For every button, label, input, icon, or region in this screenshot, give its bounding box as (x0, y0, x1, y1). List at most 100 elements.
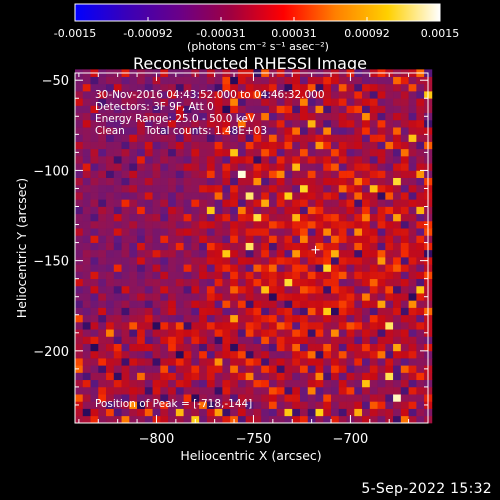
heatmap-cell (292, 415, 301, 424)
heatmap-cell (416, 235, 425, 243)
heatmap-cell (307, 343, 316, 352)
heatmap-cell (75, 170, 84, 178)
heatmap-cell (331, 206, 340, 215)
heatmap-cell (191, 358, 200, 366)
heatmap-cell (183, 119, 192, 128)
heatmap-cell (106, 83, 115, 92)
heatmap-cell (129, 394, 138, 402)
heatmap-cell (175, 170, 184, 178)
heatmap-cell (307, 220, 316, 229)
heatmap-cell (144, 242, 153, 251)
heatmap-cell (129, 350, 138, 359)
heatmap-cell (168, 213, 177, 222)
heatmap-cell (98, 365, 107, 373)
heatmap-cell (323, 119, 332, 128)
heatmap-cell (385, 336, 394, 344)
heatmap-cell (362, 386, 371, 395)
heatmap-cell (183, 293, 192, 301)
heatmap-cell (307, 365, 316, 373)
heatmap-cell (98, 163, 107, 171)
heatmap-cell (245, 98, 254, 106)
heatmap-cell (377, 155, 386, 164)
heatmap-cell (338, 83, 347, 92)
heatmap-cell (152, 293, 161, 301)
heatmap-cell (121, 278, 130, 287)
heatmap-cell (191, 228, 200, 236)
heatmap-cell (144, 249, 153, 258)
heatmap-cell (98, 112, 107, 121)
heatmap-cell (191, 163, 200, 171)
heatmap-cell (113, 249, 122, 258)
heatmap-cell (206, 314, 215, 323)
heatmap-cell (199, 386, 208, 395)
heatmap-cell (121, 213, 130, 222)
heatmap-cell (408, 350, 417, 359)
heatmap-cell (237, 228, 247, 236)
heatmap-cell (82, 300, 91, 308)
heatmap-cell (331, 155, 340, 164)
heatmap-cell (214, 307, 223, 316)
heatmap-cell (222, 76, 231, 85)
heatmap-cell (245, 148, 254, 157)
heatmap-cell (152, 228, 161, 236)
heatmap-cell (121, 199, 130, 207)
heatmap-cell (408, 184, 417, 193)
heatmap-cell (222, 293, 231, 301)
heatmap-cell (75, 336, 84, 344)
heatmap-cell (144, 386, 153, 395)
heatmap-cell (129, 192, 138, 200)
heatmap-cell (199, 119, 208, 128)
heatmap-cell (331, 177, 340, 186)
heatmap-cell (230, 242, 239, 251)
heatmap-cell (137, 213, 146, 222)
heatmap-cell (98, 271, 107, 280)
heatmap-cell (98, 127, 107, 135)
heatmap-cell (90, 394, 99, 402)
heatmap-cell (82, 177, 91, 186)
heatmap-cell (199, 415, 208, 424)
heatmap-cell (369, 177, 378, 186)
heatmap-cell (214, 228, 223, 236)
heatmap-cell (152, 148, 161, 157)
heatmap-cell (338, 199, 347, 207)
heatmap-cell (276, 163, 285, 171)
heatmap-cell (175, 199, 184, 207)
heatmap-cell (175, 134, 184, 142)
heatmap-cell (369, 220, 378, 229)
heatmap-cell (121, 206, 130, 215)
heatmap-cell (129, 199, 138, 207)
heatmap-cell (160, 155, 169, 164)
heatmap-cell (369, 300, 378, 308)
heatmap-cell (191, 271, 200, 280)
heatmap-cell (284, 293, 293, 301)
heatmap-cell (175, 235, 184, 243)
heatmap-cell (160, 386, 169, 395)
heatmap-cell (346, 329, 355, 337)
heatmap-cell (222, 264, 231, 272)
heatmap-cell (75, 386, 84, 395)
heatmap-cell (245, 177, 254, 186)
heatmap-cell (323, 228, 332, 236)
heatmap-cell (362, 83, 371, 92)
heatmap-cell (369, 105, 378, 114)
heatmap-cell (284, 394, 293, 402)
heatmap-cell (393, 307, 402, 316)
heatmap-cell (377, 91, 386, 99)
heatmap-cell (261, 127, 270, 135)
heatmap-cell (253, 134, 262, 142)
heatmap-cell (183, 127, 192, 135)
heatmap-cell (299, 358, 309, 366)
heatmap-cell (168, 278, 177, 287)
heatmap-cell (245, 278, 254, 287)
heatmap-cell (338, 343, 347, 352)
heatmap-cell (121, 343, 130, 352)
heatmap-cell (331, 249, 340, 258)
heatmap-cell (222, 336, 231, 344)
heatmap-cell (98, 91, 107, 99)
heatmap-cell (191, 127, 200, 135)
heatmap-cell (82, 358, 91, 366)
heatmap-cell (214, 98, 223, 106)
heatmap-cell (214, 177, 223, 186)
heatmap-cell (237, 408, 247, 417)
heatmap-cell (331, 394, 340, 402)
